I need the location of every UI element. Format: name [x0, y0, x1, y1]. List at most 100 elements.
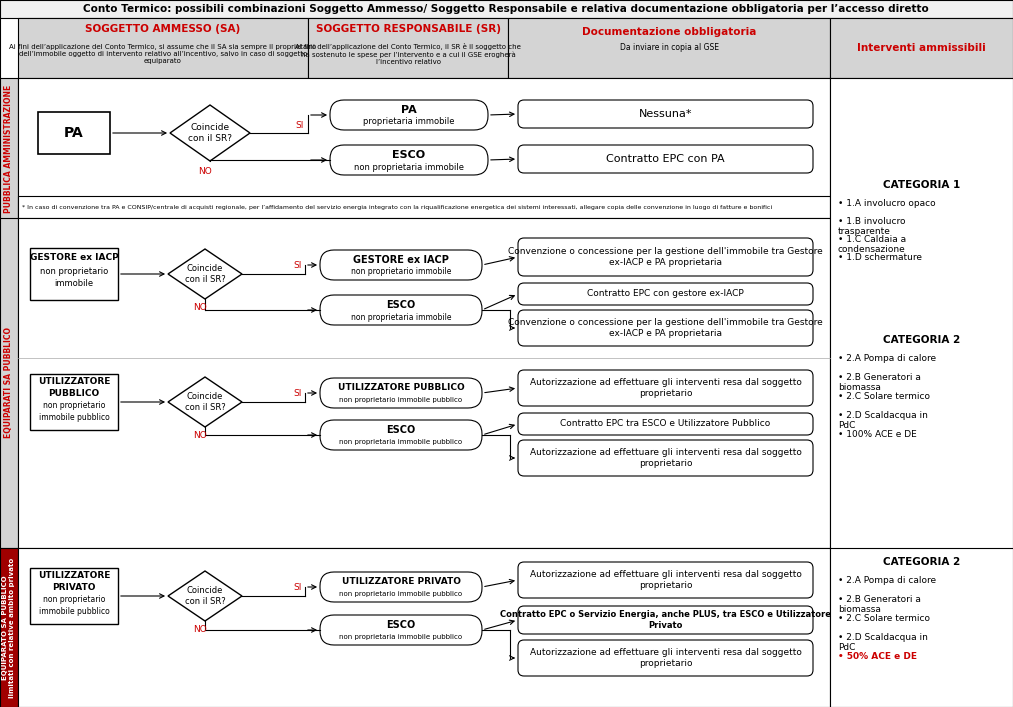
Text: Contratto EPC con gestore ex-IACP: Contratto EPC con gestore ex-IACP	[588, 289, 744, 298]
Bar	[830, 78, 1013, 707]
Text: • 2.D Scaldacqua in
PdC: • 2.D Scaldacqua in PdC	[838, 633, 928, 653]
Text: UTILIZZATORE PUBBLICO: UTILIZZATORE PUBBLICO	[337, 383, 464, 392]
Text: • 2.B Generatori a
biomassa: • 2.B Generatori a biomassa	[838, 373, 921, 392]
Bar	[18, 218, 830, 548]
Text: Conto Termico: possibili combinazioni Soggetto Ammesso/ Soggetto Responsabile e : Conto Termico: possibili combinazioni So…	[83, 4, 929, 14]
FancyBboxPatch shape	[330, 145, 488, 175]
Text: CATEGORIA 2: CATEGORIA 2	[883, 335, 960, 345]
Text: NO: NO	[193, 431, 207, 440]
Polygon shape	[168, 571, 242, 621]
Text: immobile pubblico: immobile pubblico	[38, 607, 109, 617]
Text: SOGGETTO AMMESSO (SA): SOGGETTO AMMESSO (SA)	[85, 24, 241, 34]
Text: non proprietario immobile: non proprietario immobile	[350, 267, 451, 276]
Text: non proprietario immobile pubblico: non proprietario immobile pubblico	[339, 591, 463, 597]
Text: Contratto EPC o Servizio Energia, anche PLUS, tra ESCO e Utilizzatore
Privato: Contratto EPC o Servizio Energia, anche …	[500, 610, 831, 630]
Text: Interventi ammissibili: Interventi ammissibili	[857, 43, 986, 53]
Text: • 2.B Generatori a
biomassa: • 2.B Generatori a biomassa	[838, 595, 921, 614]
Polygon shape	[168, 377, 242, 427]
Text: ESCO: ESCO	[386, 425, 415, 435]
FancyBboxPatch shape	[320, 295, 482, 325]
Bar	[508, 18, 830, 78]
Text: non proprietaria immobile pubblico: non proprietaria immobile pubblico	[339, 439, 463, 445]
Text: NO: NO	[193, 626, 207, 634]
Text: non proprietario: non proprietario	[43, 402, 105, 411]
FancyBboxPatch shape	[320, 572, 482, 602]
Text: • 50% ACE e DE: • 50% ACE e DE	[838, 652, 917, 661]
Text: Contratto EPC con PA: Contratto EPC con PA	[606, 154, 725, 164]
Text: • 1.B involucro
trasparente: • 1.B involucro trasparente	[838, 217, 906, 236]
Text: Da inviare in copia al GSE: Da inviare in copia al GSE	[620, 44, 718, 52]
FancyBboxPatch shape	[518, 100, 813, 128]
Text: • 2.A Pompa di calore: • 2.A Pompa di calore	[838, 354, 936, 363]
Text: non proprietaria immobile: non proprietaria immobile	[354, 163, 464, 172]
Text: • 1.C Caldaia a
condensazione: • 1.C Caldaia a condensazione	[838, 235, 906, 255]
Text: CATEGORIA 2: CATEGORIA 2	[883, 557, 960, 567]
Text: ESCO: ESCO	[386, 300, 415, 310]
Text: Coincide
con il SR?: Coincide con il SR?	[184, 586, 225, 606]
Text: PRIVATO: PRIVATO	[53, 583, 96, 592]
Text: ESCO: ESCO	[386, 620, 415, 630]
FancyBboxPatch shape	[518, 606, 813, 634]
Text: Contratto EPC tra ESCO e Utilizzatore Pubblico: Contratto EPC tra ESCO e Utilizzatore Pu…	[560, 419, 771, 428]
FancyBboxPatch shape	[518, 310, 813, 346]
Text: UTILIZZATORE PRIVATO: UTILIZZATORE PRIVATO	[341, 578, 461, 587]
FancyBboxPatch shape	[518, 145, 813, 173]
Text: ESCO: ESCO	[392, 150, 425, 160]
Text: Convenzione o concessione per la gestione dell'immobile tra Gestore
ex-IACP e PA: Convenzione o concessione per la gestion…	[509, 318, 823, 338]
Text: Convenzione o concessione per la gestione dell'immobile tra Gestore
ex-IACP e PA: Convenzione o concessione per la gestion…	[509, 247, 823, 267]
FancyBboxPatch shape	[518, 283, 813, 305]
FancyBboxPatch shape	[320, 615, 482, 645]
Bar	[0, 548, 18, 707]
Text: non proprietaria immobile pubblico: non proprietaria immobile pubblico	[339, 634, 463, 640]
Text: Autorizzazione ad effettuare gli interventi resa dal soggetto
proprietario: Autorizzazione ad effettuare gli interve…	[530, 448, 801, 468]
Bar	[30, 374, 118, 430]
Bar	[18, 196, 830, 218]
Text: CATEGORIA 1: CATEGORIA 1	[883, 180, 960, 190]
Text: GESTORE ex IACP: GESTORE ex IACP	[354, 255, 449, 265]
Text: UTILIZZATORE: UTILIZZATORE	[37, 571, 110, 580]
FancyBboxPatch shape	[518, 640, 813, 676]
FancyBboxPatch shape	[518, 562, 813, 598]
Text: non proprietario: non proprietario	[43, 595, 105, 604]
Text: PUBBLICO: PUBBLICO	[49, 390, 99, 399]
Text: UTILIZZATORE: UTILIZZATORE	[37, 378, 110, 387]
Text: SI: SI	[294, 583, 302, 592]
FancyBboxPatch shape	[518, 440, 813, 476]
FancyBboxPatch shape	[330, 100, 488, 130]
Text: NO: NO	[198, 167, 212, 175]
Text: non proprietario: non proprietario	[40, 267, 108, 276]
Text: • 100% ACE e DE: • 100% ACE e DE	[838, 430, 917, 439]
Text: • 1.A involucro opaco: • 1.A involucro opaco	[838, 199, 936, 208]
Text: Nessuna*: Nessuna*	[639, 109, 692, 119]
Text: Coincide
con il SR?: Coincide con il SR?	[188, 123, 232, 143]
Text: immobile: immobile	[55, 279, 93, 288]
Polygon shape	[170, 105, 250, 161]
Text: SOGGETTO RESPONSABILE (SR): SOGGETTO RESPONSABILE (SR)	[315, 24, 500, 34]
Bar	[18, 548, 830, 707]
Text: GESTORE ex IACP: GESTORE ex IACP	[29, 254, 119, 262]
Text: • 2.C Solare termico: • 2.C Solare termico	[838, 392, 930, 401]
Bar	[18, 78, 830, 220]
Text: SI: SI	[296, 120, 304, 129]
Text: • 2.C Solare termico: • 2.C Solare termico	[838, 614, 930, 623]
Text: Coincide
con il SR?: Coincide con il SR?	[184, 392, 225, 411]
Bar	[830, 18, 1013, 78]
Text: EQUIPARATI SA PUBBLICO: EQUIPARATI SA PUBBLICO	[4, 327, 13, 438]
Text: SI: SI	[294, 390, 302, 399]
Text: proprietaria immobile: proprietaria immobile	[364, 117, 455, 127]
FancyBboxPatch shape	[320, 250, 482, 280]
Text: Coincide
con il SR?: Coincide con il SR?	[184, 264, 225, 284]
Text: Ai fini dell’applicazione del Conto Termico, si assume che il SA sia sempre il p: Ai fini dell’applicazione del Conto Term…	[9, 44, 317, 64]
Text: • 2.D Scaldacqua in
PdC: • 2.D Scaldacqua in PdC	[838, 411, 928, 431]
FancyBboxPatch shape	[320, 378, 482, 408]
Text: EQUIPARATO SA PUBBLICO
limitati con relative ambito privato: EQUIPARATO SA PUBBLICO limitati con rela…	[2, 557, 15, 698]
FancyBboxPatch shape	[320, 420, 482, 450]
Bar	[30, 568, 118, 624]
Text: Autorizzazione ad effettuare gli interventi resa dal soggetto
proprietario: Autorizzazione ad effettuare gli interve…	[530, 378, 801, 398]
Text: • 1.D schermature: • 1.D schermature	[838, 253, 922, 262]
Text: non proprietaria immobile: non proprietaria immobile	[350, 312, 451, 322]
Bar	[18, 18, 308, 78]
FancyBboxPatch shape	[518, 413, 813, 435]
Bar	[30, 248, 118, 300]
FancyBboxPatch shape	[518, 238, 813, 276]
